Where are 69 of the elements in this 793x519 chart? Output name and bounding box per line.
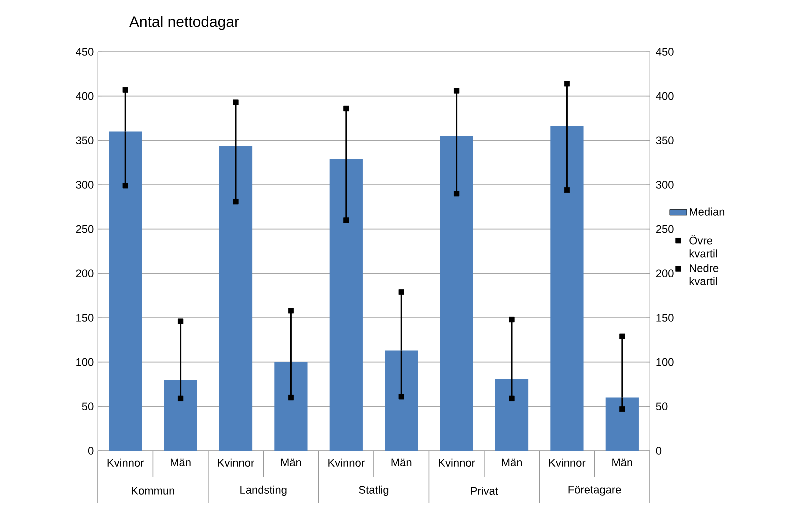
point bbox=[620, 406, 626, 412]
text: Privat bbox=[471, 486, 498, 496]
point bbox=[564, 81, 570, 87]
bar bbox=[495, 379, 529, 451]
y2-tick-label: 250 bbox=[656, 225, 674, 234]
y-tick-label: 0 bbox=[88, 447, 94, 455]
point bbox=[509, 396, 515, 402]
text: Landsting bbox=[240, 486, 287, 496]
x-tick-label: Män bbox=[612, 458, 632, 467]
bar bbox=[385, 350, 418, 451]
bar bbox=[274, 362, 308, 451]
y-tick-label: 400 bbox=[76, 92, 94, 100]
x-tick-label: Kvinnor bbox=[549, 458, 586, 467]
point bbox=[178, 318, 184, 324]
point bbox=[509, 316, 515, 323]
text: Kommun bbox=[132, 487, 174, 495]
point bbox=[178, 396, 184, 402]
y2-tick-label: 100 bbox=[656, 358, 674, 366]
y-tick-label: 250 bbox=[76, 225, 94, 234]
y-tick-label: 100 bbox=[76, 358, 94, 366]
point bbox=[122, 87, 128, 93]
legend-label: Nedre kvartil bbox=[690, 264, 719, 286]
y-tick-label: 50 bbox=[82, 402, 94, 411]
bar bbox=[606, 398, 639, 451]
x-tick-label: Kvinnor bbox=[439, 458, 476, 467]
y-tick-label: 150 bbox=[76, 314, 94, 322]
x-tick-label: Män bbox=[281, 458, 302, 467]
point bbox=[398, 289, 404, 296]
bar bbox=[109, 132, 142, 451]
point bbox=[454, 191, 460, 197]
y2-tick-label: 50 bbox=[656, 402, 668, 411]
y-tick-label: 300 bbox=[76, 181, 94, 189]
bar bbox=[164, 380, 198, 451]
chart-title: Antal nettodagar bbox=[130, 16, 240, 30]
y2-tick-label: 450 bbox=[656, 48, 674, 56]
x-tick-label: Kvinnor bbox=[328, 458, 365, 467]
y2-tick-label: 400 bbox=[656, 92, 674, 100]
bar bbox=[550, 126, 584, 451]
x-tick-label: Kvinnor bbox=[218, 458, 254, 467]
bar bbox=[330, 159, 363, 451]
y-tick-label: 450 bbox=[76, 48, 94, 56]
x-tick-label: Män bbox=[502, 458, 522, 467]
y2-tick-label: 0 bbox=[656, 447, 662, 455]
text: Företagare bbox=[568, 486, 622, 496]
point bbox=[620, 334, 626, 340]
y2-tick-label: 350 bbox=[656, 136, 674, 145]
point bbox=[233, 100, 239, 106]
x-tick-label: Kvinnor bbox=[108, 458, 144, 467]
y2-tick-label: 200 bbox=[656, 270, 674, 278]
point bbox=[454, 88, 460, 94]
point bbox=[288, 308, 294, 314]
x-tick-label: Män bbox=[171, 458, 191, 467]
y-tick-label: 200 bbox=[76, 270, 94, 278]
text: Statlig bbox=[359, 486, 389, 496]
point bbox=[344, 218, 350, 224]
y-tick-label: 350 bbox=[76, 136, 94, 145]
bar bbox=[440, 136, 474, 451]
legend-label: Övre kvartil bbox=[690, 235, 718, 258]
point bbox=[122, 183, 128, 189]
y2-tick-label: 300 bbox=[656, 181, 674, 189]
point bbox=[344, 106, 350, 112]
point bbox=[233, 199, 239, 205]
y2-tick-label: 150 bbox=[656, 314, 674, 322]
point bbox=[398, 394, 404, 400]
point bbox=[564, 188, 570, 194]
legend-label: Median bbox=[690, 208, 725, 216]
point bbox=[288, 395, 294, 401]
x-tick-label: Män bbox=[392, 458, 412, 467]
bar bbox=[219, 146, 253, 451]
